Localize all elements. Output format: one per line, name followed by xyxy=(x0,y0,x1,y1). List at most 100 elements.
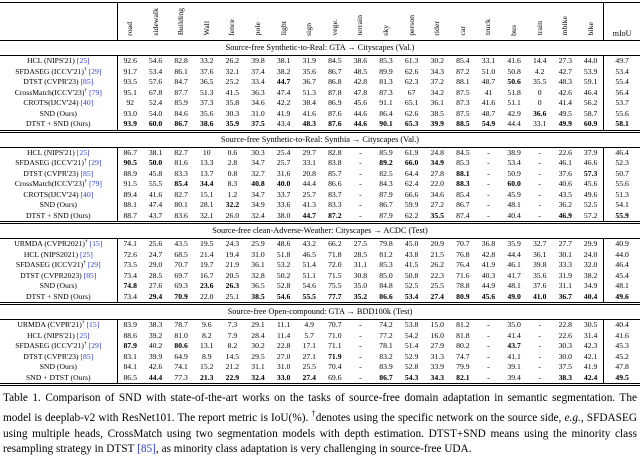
col-header-fence: fence xyxy=(219,2,246,41)
miou-cell: 40.9 xyxy=(603,238,640,250)
score-cell: 28.5 xyxy=(148,270,163,280)
score-cell: 27.4 xyxy=(302,372,316,382)
score-cell: 13.3 xyxy=(200,158,214,167)
score-cell: - xyxy=(359,351,362,361)
citation-ref[interactable]: [85] xyxy=(80,168,94,178)
rotated-header-label: sky xyxy=(381,24,391,36)
score-cell: 47.4 xyxy=(148,200,163,209)
score-cell: 42.6 xyxy=(148,362,163,371)
score-cell: 36.2 xyxy=(558,200,573,209)
citation-ref[interactable]: [15] xyxy=(89,239,103,248)
score-cell: - xyxy=(359,189,362,199)
score-cell: 26.2 xyxy=(430,260,444,269)
score-cell: 30.5 xyxy=(583,320,598,329)
score-cell: 75.5 xyxy=(328,281,342,290)
score-cell: 44.7 xyxy=(276,77,291,86)
score-cell: 81.2 xyxy=(379,249,393,259)
method-label: SFDASEG (ICCV'21)† [29] xyxy=(0,158,117,169)
score-cell: 81.0 xyxy=(174,330,188,340)
citation-ref[interactable]: [29] xyxy=(88,158,102,167)
score-cell: - xyxy=(538,147,541,157)
citation-ref[interactable]: [15] xyxy=(86,320,100,329)
score-cell: 38.5 xyxy=(251,291,265,301)
score-cell: 52.5 xyxy=(404,281,419,290)
table-row: SND (Ours) 74.8 27.6 69.3 23.6 26.3 36.5 52.8 54… xyxy=(0,281,640,292)
score-cell: 46.5 xyxy=(302,249,316,259)
score-cell: 25.6 xyxy=(148,239,163,248)
col-header-sidewalk: sidewalk xyxy=(142,2,169,41)
rotated-header-label: vege. xyxy=(329,18,339,36)
score-cell: - xyxy=(538,320,541,329)
citation-ref[interactable]: [85] xyxy=(80,77,94,86)
score-cell: 2.8 xyxy=(227,158,238,167)
score-cell: 54.6 xyxy=(148,56,163,65)
score-cell: 86.8 xyxy=(328,77,342,86)
citation-ref[interactable]: [25] xyxy=(76,330,90,340)
citation-ref[interactable]: [25] xyxy=(76,56,90,65)
score-cell: - xyxy=(487,210,490,220)
citation-ref[interactable]: [29] xyxy=(88,341,102,350)
score-cell: 58.7 xyxy=(583,108,598,118)
citation-ref[interactable]: [85] xyxy=(137,442,156,455)
score-cell: 51.1 xyxy=(302,270,316,280)
miou-cell: 49.6 xyxy=(603,291,640,304)
method-name: DTST (CVPR'23) xyxy=(23,351,79,361)
col-header-truck: truck xyxy=(475,2,502,41)
table-row: SFDASEG (ICCV21)† [29] 73.5 29.0 70.7 19.7 21… xyxy=(0,260,640,271)
score-cell: 47.8 xyxy=(353,87,368,97)
citation-ref[interactable]: [85] xyxy=(80,351,94,361)
score-cell: 82.8 xyxy=(328,147,342,157)
score-cell: 85.4 xyxy=(456,189,470,199)
table-caption: Table 1. Comparison of SND with state-of… xyxy=(0,386,640,457)
citation-ref[interactable]: [29] xyxy=(87,260,101,269)
score-cell: 84.6 xyxy=(174,108,188,118)
method-label: DTST (CVPR'23) [85] xyxy=(0,169,117,180)
citation-ref[interactable]: [40] xyxy=(80,98,94,107)
method-name: DTST (CVPR'23) xyxy=(23,77,79,86)
score-cell: 27.9 xyxy=(430,341,444,350)
score-cell: 19.4 xyxy=(225,249,240,259)
score-cell: 42.7 xyxy=(558,66,573,76)
score-cell: 30.0 xyxy=(558,351,573,361)
score-cell: - xyxy=(538,210,541,220)
score-cell: 83.7 xyxy=(328,189,342,199)
score-cell: 34.3 xyxy=(430,66,444,76)
score-cell: 89.2 xyxy=(379,158,393,167)
score-cell: 52.9 xyxy=(404,351,419,361)
score-cell: 32.4 xyxy=(251,372,265,382)
table-row: URMDA (CVPR'21)† [15] 83.9 38.3 78.7 9.6 7.3 2… xyxy=(0,319,640,331)
citation-ref[interactable]: [25] xyxy=(76,147,90,157)
citation-ref[interactable]: [79] xyxy=(89,179,102,188)
score-cell: 25.1 xyxy=(225,291,240,301)
miou-cell: 46.4 xyxy=(603,260,640,271)
rotated-header-label: pole xyxy=(252,22,262,36)
score-cell: 88.1 xyxy=(116,200,143,211)
score-cell: 19.5 xyxy=(200,239,214,248)
score-cell: 86.7 xyxy=(379,372,393,382)
col-header-car: car xyxy=(450,2,476,41)
method-label: DTST + SND (Ours) xyxy=(0,211,117,223)
score-cell: 38.5 xyxy=(430,108,444,118)
score-cell: 37.4 xyxy=(251,66,265,76)
citation-ref[interactable]: [40] xyxy=(80,189,94,199)
score-cell: 29.0 xyxy=(148,260,163,269)
score-cell: 27.5 xyxy=(353,239,368,248)
score-cell: 88.9 xyxy=(116,168,143,179)
score-cell: 8.2 xyxy=(201,330,212,340)
score-cell: 53.4 xyxy=(404,291,419,301)
method-label: CROTS(IJCV'24) [40] xyxy=(0,190,117,201)
citation-ref[interactable]: [29] xyxy=(88,66,102,76)
score-cell: 43.7 xyxy=(507,341,521,350)
citation-ref[interactable]: [25] xyxy=(79,249,93,259)
score-cell: 48.3 xyxy=(558,77,573,86)
score-cell: 35.9 xyxy=(507,239,521,248)
score-cell: 73.5 xyxy=(116,260,143,271)
citation-ref[interactable]: [79] xyxy=(89,87,102,97)
score-cell: 7.3 xyxy=(227,320,238,329)
score-cell: 27.8 xyxy=(430,168,444,178)
citation-ref[interactable]: [85] xyxy=(83,270,97,280)
score-cell: 26.0 xyxy=(225,210,240,220)
score-cell: 42.9 xyxy=(507,108,521,118)
col-header-train: train xyxy=(526,2,553,41)
table-row: SND + DTST (Ours) 86.5 44.4 77.3 21.3 22.9 32.… xyxy=(0,372,640,385)
